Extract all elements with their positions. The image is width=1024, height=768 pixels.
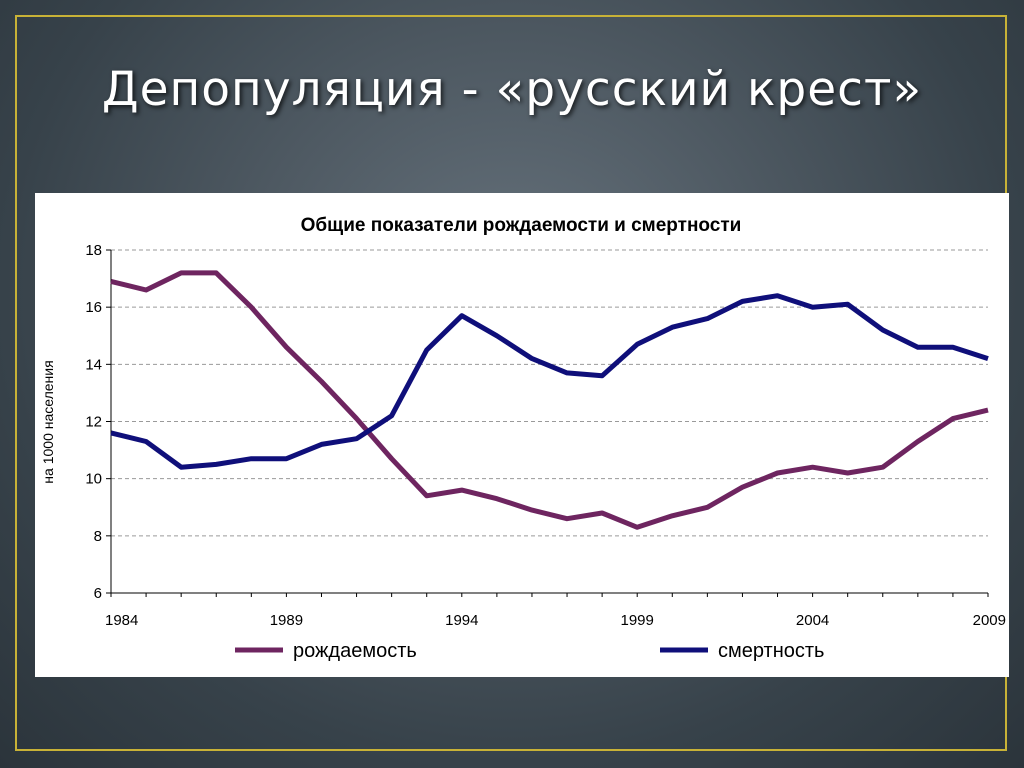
series-layer — [110, 270, 989, 530]
y-tick-label: 8 — [94, 528, 102, 545]
x-tick-label: 2004 — [796, 612, 829, 629]
legend-label-1: смертность — [718, 640, 824, 662]
axis-layer: 6 8 10 12 14 16 18 1984 1989 1994 1999 2004 2009 — [85, 242, 1006, 629]
y-axis-title: на 1000 населения — [40, 360, 56, 483]
y-tick-label: 18 — [85, 242, 102, 259]
y-tick-label: 14 — [85, 356, 102, 373]
legend-label-0: рождаемость — [293, 640, 417, 662]
series-line-1 — [110, 293, 989, 470]
x-tick-label: 1999 — [621, 612, 654, 629]
slide-title: Депопуляция - «русский крест» — [101, 62, 923, 117]
y-tick-label: 12 — [85, 414, 102, 431]
chart-panel: Общие показатели рождаемости и смертност… — [35, 193, 1009, 677]
x-tick-label: 2009 — [973, 612, 1006, 629]
y-tick-label: 10 — [85, 471, 102, 488]
x-tick-label: 1989 — [270, 612, 303, 629]
x-tick-label: 1994 — [445, 612, 478, 629]
grid-layer — [111, 249, 988, 537]
y-tick-label: 16 — [85, 299, 102, 316]
chart: Общие показатели рождаемости и смертност… — [40, 215, 1006, 662]
legend: рождаемость смертность — [235, 640, 824, 662]
chart-title: Общие показатели рождаемости и смертност… — [301, 215, 742, 236]
x-tick-label: 1984 — [105, 612, 138, 629]
y-tick-label: 6 — [94, 585, 102, 602]
series-line-0 — [110, 270, 989, 530]
